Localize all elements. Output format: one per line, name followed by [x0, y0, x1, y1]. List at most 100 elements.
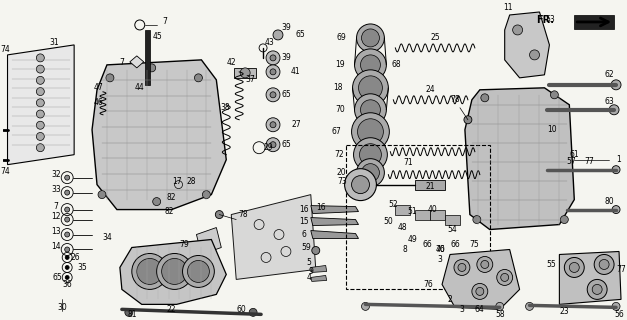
- Circle shape: [354, 94, 386, 126]
- Circle shape: [65, 247, 70, 252]
- Circle shape: [345, 169, 376, 201]
- Circle shape: [612, 205, 620, 213]
- Text: 40: 40: [427, 205, 437, 214]
- Circle shape: [359, 76, 382, 100]
- Circle shape: [36, 88, 45, 96]
- Text: 31: 31: [50, 38, 59, 47]
- Circle shape: [215, 211, 223, 219]
- Circle shape: [65, 276, 69, 279]
- Circle shape: [362, 164, 379, 182]
- Text: 55: 55: [547, 260, 556, 269]
- Text: 65: 65: [53, 273, 62, 282]
- Circle shape: [362, 29, 379, 47]
- Circle shape: [65, 232, 70, 237]
- Polygon shape: [465, 88, 574, 229]
- Circle shape: [266, 51, 280, 65]
- Circle shape: [473, 216, 481, 224]
- Circle shape: [592, 284, 602, 294]
- Circle shape: [481, 260, 489, 268]
- Text: 13: 13: [51, 227, 61, 236]
- Text: 78: 78: [450, 95, 460, 104]
- Text: 10: 10: [547, 125, 557, 134]
- Circle shape: [354, 49, 386, 81]
- Text: 12: 12: [51, 212, 61, 221]
- Text: 79: 79: [180, 240, 189, 249]
- Text: FR.: FR.: [537, 15, 554, 25]
- Text: 28: 28: [187, 177, 196, 186]
- Text: 42: 42: [226, 58, 236, 68]
- Text: 66: 66: [422, 240, 432, 249]
- Polygon shape: [559, 252, 621, 304]
- Circle shape: [551, 91, 559, 99]
- Text: 27: 27: [291, 120, 301, 129]
- Text: 26: 26: [70, 253, 80, 262]
- Circle shape: [148, 64, 155, 72]
- Circle shape: [132, 253, 167, 289]
- Text: 19: 19: [335, 60, 345, 69]
- Circle shape: [36, 99, 45, 107]
- Circle shape: [270, 142, 276, 148]
- Circle shape: [530, 50, 539, 60]
- Circle shape: [36, 121, 45, 129]
- Polygon shape: [311, 276, 327, 281]
- Circle shape: [361, 55, 381, 75]
- Text: 25: 25: [430, 33, 440, 43]
- Circle shape: [266, 88, 280, 102]
- Circle shape: [481, 94, 489, 102]
- Polygon shape: [92, 60, 226, 210]
- Text: 7: 7: [162, 18, 167, 27]
- Circle shape: [65, 217, 70, 222]
- Text: 6: 6: [302, 230, 306, 239]
- Text: 67: 67: [332, 127, 342, 136]
- Text: 7: 7: [54, 202, 59, 211]
- Text: 73: 73: [338, 177, 347, 186]
- Circle shape: [362, 302, 369, 310]
- Circle shape: [472, 284, 488, 300]
- Text: 74: 74: [1, 45, 11, 54]
- Text: 38: 38: [221, 103, 230, 112]
- Circle shape: [203, 191, 211, 199]
- Circle shape: [357, 24, 384, 52]
- Text: 37: 37: [245, 75, 255, 84]
- Polygon shape: [311, 230, 359, 238]
- Bar: [574, 15, 614, 29]
- Circle shape: [98, 191, 106, 199]
- Text: 17: 17: [172, 177, 181, 186]
- Circle shape: [569, 262, 579, 272]
- Circle shape: [587, 279, 607, 300]
- Text: 57: 57: [566, 157, 576, 166]
- Circle shape: [106, 74, 114, 82]
- Circle shape: [599, 260, 609, 269]
- Polygon shape: [196, 228, 221, 254]
- Text: 71: 71: [403, 158, 413, 167]
- Circle shape: [497, 269, 513, 285]
- Circle shape: [357, 119, 383, 145]
- Text: 4: 4: [307, 273, 311, 282]
- Polygon shape: [311, 205, 359, 213]
- Text: 11: 11: [503, 4, 512, 12]
- Text: 3: 3: [438, 255, 443, 264]
- Text: 77: 77: [584, 157, 594, 166]
- Bar: [415, 180, 445, 190]
- Text: 64: 64: [475, 305, 485, 314]
- Circle shape: [266, 138, 280, 152]
- Circle shape: [612, 166, 620, 174]
- Circle shape: [65, 266, 69, 269]
- Text: 35: 35: [77, 263, 87, 272]
- Circle shape: [157, 253, 192, 289]
- Circle shape: [476, 287, 484, 295]
- Text: 56: 56: [614, 310, 624, 319]
- Circle shape: [458, 263, 466, 271]
- Text: 32: 32: [51, 170, 61, 179]
- Text: 16: 16: [299, 205, 308, 214]
- Text: 45: 45: [153, 32, 162, 41]
- Text: 63: 63: [604, 97, 614, 106]
- Circle shape: [36, 132, 45, 140]
- Text: 16: 16: [316, 203, 325, 212]
- Circle shape: [36, 110, 45, 118]
- Text: 65: 65: [281, 90, 291, 99]
- Text: 77: 77: [616, 265, 626, 274]
- Text: 2: 2: [448, 295, 452, 304]
- Text: 43: 43: [264, 38, 274, 47]
- Text: 58: 58: [495, 310, 505, 319]
